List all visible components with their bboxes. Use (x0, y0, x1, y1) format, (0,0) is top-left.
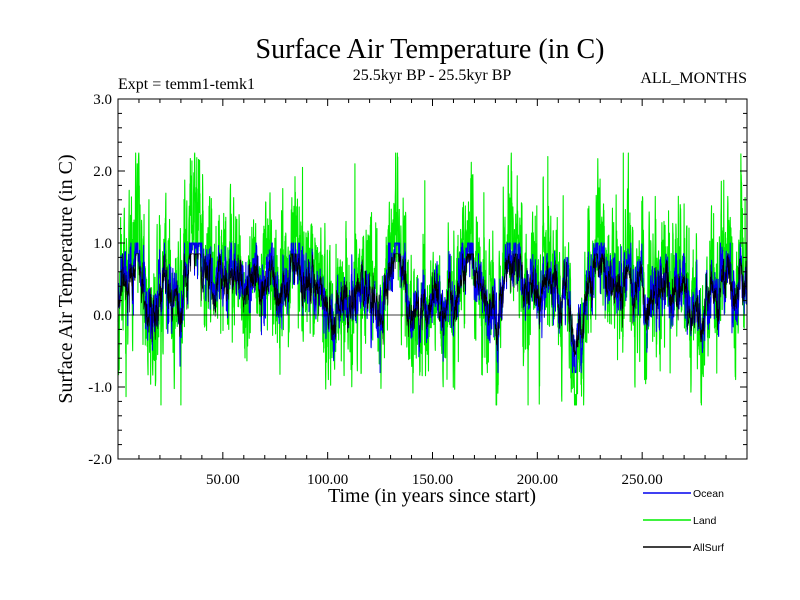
y-axis-label: Surface Air Temperature (in C) (55, 154, 77, 403)
y-tick-label: 1.0 (93, 236, 112, 252)
series-line-allsurf (117, 253, 748, 357)
x-tick-label: 50.00 (206, 472, 240, 488)
legend-label-allsurf: AllSurf (693, 542, 724, 554)
plot-area (117, 152, 748, 406)
x-axis-label: Time (in years since start) (328, 485, 536, 507)
experiment-label: Expt = temm1-temk1 (118, 76, 255, 93)
months-label: ALL_MONTHS (640, 70, 747, 87)
x-tick-label: 150.00 (412, 472, 453, 488)
y-tick-label: -1.0 (88, 380, 112, 396)
y-tick-label: 2.0 (93, 164, 112, 180)
y-axis: -2.0 -1.0 0.0 1.0 2.0 3.0 (88, 92, 747, 468)
x-axis: 50.00 100.00 150.00 200.00 250.00 (138, 99, 727, 488)
y-tick-label: 3.0 (93, 92, 112, 108)
x-tick-label: 250.00 (622, 472, 663, 488)
period-label: 25.5kyr BP - 25.5kyr BP (353, 67, 512, 84)
legend: Ocean Land AllSurf (643, 488, 724, 554)
y-tick-label: 0.0 (93, 308, 112, 324)
y-tick-label: -2.0 (88, 452, 112, 468)
chart-title: Surface Air Temperature (in C) (256, 34, 605, 65)
legend-label-ocean: Ocean (693, 488, 724, 500)
legend-label-land: Land (693, 515, 717, 527)
x-tick-label: 200.00 (517, 472, 558, 488)
x-tick-label: 100.00 (307, 472, 348, 488)
